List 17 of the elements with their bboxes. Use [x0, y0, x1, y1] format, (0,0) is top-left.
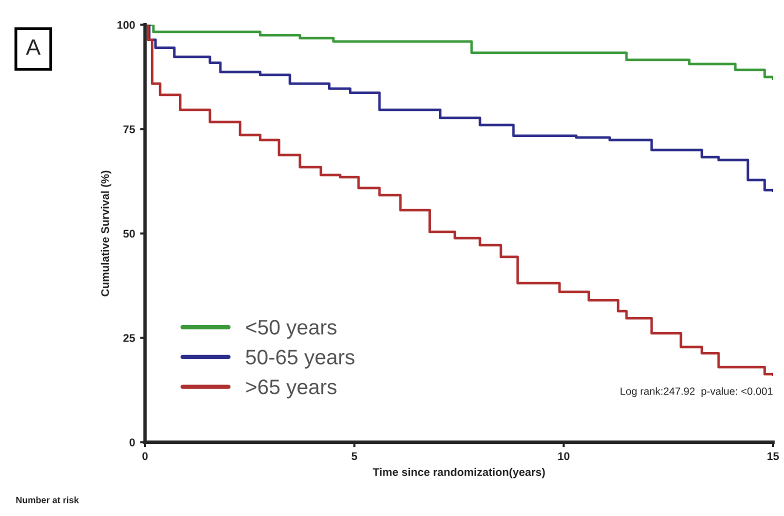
- x-tick-label: 5: [352, 452, 358, 460]
- y-tick-label: 50: [123, 230, 135, 238]
- y-axis-title: Cumulative Survival (%): [100, 170, 112, 296]
- legend-label: 50-65 years: [246, 350, 354, 369]
- text: A: [26, 39, 41, 55]
- x-tick-label: 0: [142, 452, 148, 460]
- x-tick-label: 10: [558, 452, 570, 460]
- y-tick-label: 25: [123, 334, 136, 342]
- text: Number at risk: [16, 496, 79, 504]
- legend-label: <50 years: [246, 320, 336, 339]
- y-tick-label: 0: [130, 438, 135, 446]
- x-tick-label: 15: [768, 452, 779, 460]
- legend-label: >65 years: [246, 380, 336, 398]
- x-axis-title: Time since randomization(years): [372, 468, 545, 478]
- y-tick-label: 100: [117, 21, 135, 29]
- y-tick-label: 75: [123, 126, 136, 134]
- annotation: Log rank:247.92 p-value: <0.001: [620, 387, 773, 397]
